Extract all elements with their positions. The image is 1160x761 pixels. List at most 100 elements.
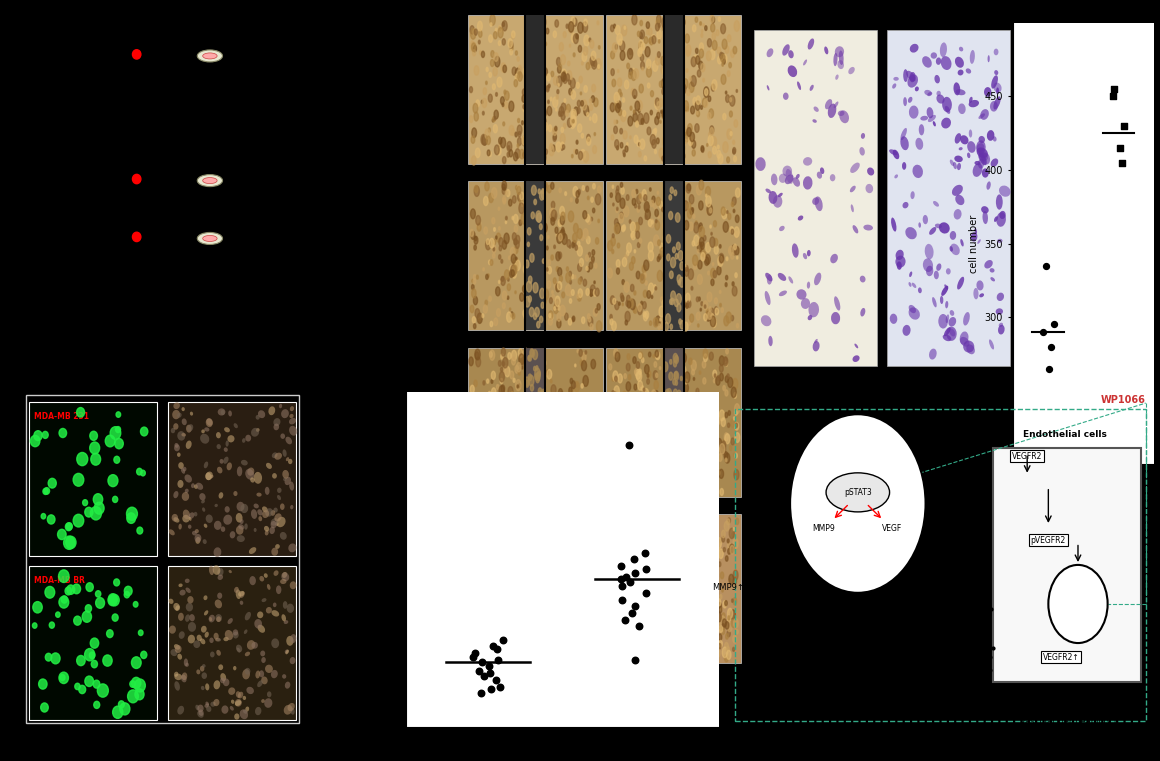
Circle shape: [501, 276, 503, 282]
Ellipse shape: [971, 232, 978, 241]
Circle shape: [527, 213, 529, 218]
Circle shape: [477, 219, 481, 228]
Circle shape: [502, 532, 506, 539]
Circle shape: [496, 395, 501, 404]
Ellipse shape: [979, 153, 987, 165]
Circle shape: [520, 149, 524, 159]
Circle shape: [639, 84, 644, 93]
Ellipse shape: [993, 82, 1001, 93]
Circle shape: [552, 596, 556, 603]
Circle shape: [534, 476, 536, 479]
Circle shape: [626, 251, 629, 256]
Circle shape: [524, 556, 529, 565]
Circle shape: [573, 240, 575, 247]
Circle shape: [502, 291, 507, 300]
Ellipse shape: [209, 565, 215, 575]
Circle shape: [542, 475, 544, 479]
Circle shape: [488, 296, 492, 301]
Ellipse shape: [778, 291, 786, 296]
Circle shape: [664, 401, 667, 409]
Circle shape: [629, 68, 632, 75]
Bar: [887, 30, 1010, 366]
Circle shape: [537, 213, 542, 222]
Circle shape: [615, 218, 618, 226]
Circle shape: [560, 55, 566, 65]
Circle shape: [693, 97, 697, 105]
Point: [484, 640, 502, 652]
Circle shape: [557, 314, 561, 321]
Circle shape: [537, 371, 541, 377]
Ellipse shape: [180, 590, 186, 596]
Ellipse shape: [915, 87, 919, 91]
Circle shape: [528, 423, 529, 427]
Circle shape: [659, 254, 661, 260]
Circle shape: [502, 181, 507, 190]
Circle shape: [615, 540, 617, 545]
Circle shape: [589, 587, 592, 592]
Circle shape: [582, 22, 588, 32]
Circle shape: [483, 455, 488, 466]
Circle shape: [676, 367, 681, 377]
Circle shape: [674, 637, 676, 642]
Ellipse shape: [902, 162, 906, 170]
Point: [616, 571, 635, 583]
Circle shape: [719, 53, 723, 59]
Circle shape: [608, 469, 611, 476]
Ellipse shape: [999, 211, 1006, 219]
Circle shape: [674, 374, 677, 381]
Ellipse shape: [266, 463, 271, 469]
Circle shape: [32, 622, 37, 629]
Circle shape: [631, 526, 636, 535]
Ellipse shape: [175, 605, 180, 610]
Circle shape: [583, 279, 587, 286]
Circle shape: [610, 442, 614, 448]
Circle shape: [677, 555, 682, 565]
Circle shape: [515, 552, 516, 556]
Ellipse shape: [789, 276, 793, 284]
Circle shape: [487, 648, 492, 657]
Circle shape: [535, 575, 537, 579]
Circle shape: [660, 120, 661, 123]
Circle shape: [578, 289, 582, 298]
Circle shape: [82, 611, 92, 622]
Circle shape: [682, 148, 684, 151]
Circle shape: [537, 612, 539, 618]
Circle shape: [691, 361, 696, 371]
Circle shape: [609, 414, 614, 423]
Ellipse shape: [907, 75, 918, 88]
Ellipse shape: [201, 434, 209, 444]
Circle shape: [79, 686, 86, 693]
Circle shape: [679, 406, 682, 412]
Circle shape: [493, 457, 496, 463]
Circle shape: [715, 475, 717, 481]
Ellipse shape: [204, 524, 208, 528]
Point: [637, 562, 655, 575]
Circle shape: [539, 439, 543, 446]
Circle shape: [94, 502, 104, 514]
Circle shape: [653, 235, 659, 246]
Circle shape: [499, 520, 503, 527]
Circle shape: [679, 565, 683, 572]
Circle shape: [687, 632, 689, 637]
Text: Brain Metastasis: Brain Metastasis: [100, 0, 168, 31]
Circle shape: [487, 274, 490, 278]
Circle shape: [568, 211, 574, 222]
Circle shape: [494, 56, 500, 67]
Circle shape: [483, 111, 484, 115]
Circle shape: [515, 260, 520, 271]
Circle shape: [593, 648, 599, 659]
Circle shape: [726, 95, 730, 103]
Circle shape: [563, 73, 566, 80]
Circle shape: [516, 473, 521, 482]
Ellipse shape: [954, 82, 960, 95]
Circle shape: [531, 58, 537, 68]
Circle shape: [523, 107, 525, 112]
Circle shape: [698, 400, 702, 408]
Circle shape: [586, 266, 588, 270]
Circle shape: [716, 308, 718, 315]
Circle shape: [617, 401, 619, 407]
Circle shape: [592, 398, 595, 405]
Circle shape: [546, 28, 549, 34]
Circle shape: [676, 426, 681, 435]
Circle shape: [726, 349, 728, 354]
